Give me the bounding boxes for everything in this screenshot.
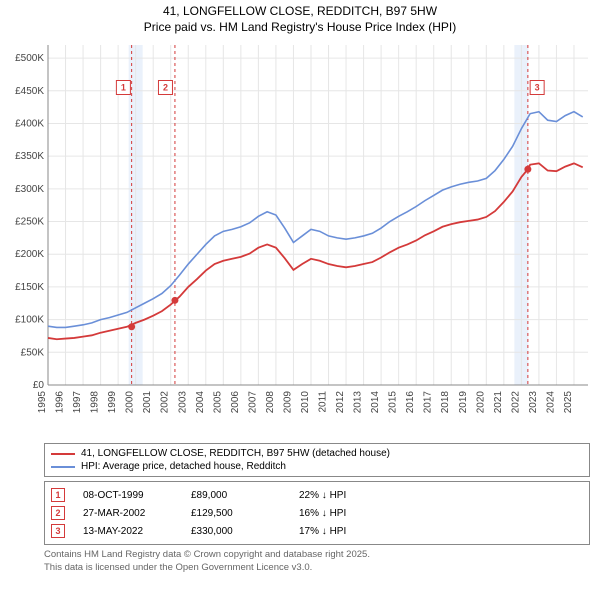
title-line1: 41, LONGFELLOW CLOSE, REDDITCH, B97 5HW <box>0 4 600 20</box>
marker-date: 13-MAY-2022 <box>83 526 173 537</box>
marker-badge: 1 <box>51 488 65 502</box>
svg-text:2017: 2017 <box>423 391 434 414</box>
svg-text:£350K: £350K <box>15 151 44 162</box>
svg-text:1996: 1996 <box>55 391 66 414</box>
svg-text:2005: 2005 <box>212 391 223 414</box>
footer-line1: Contains HM Land Registry data © Crown c… <box>44 549 590 561</box>
svg-text:2014: 2014 <box>370 391 381 414</box>
svg-text:2024: 2024 <box>545 391 556 414</box>
marker-price: £330,000 <box>191 526 281 537</box>
svg-text:2002: 2002 <box>160 391 171 414</box>
svg-text:2004: 2004 <box>195 391 206 414</box>
svg-text:2019: 2019 <box>458 391 469 414</box>
markers-table: 1 08-OCT-1999 £89,000 22% ↓ HPI 2 27-MAR-2002… <box>44 481 590 545</box>
marker-date: 27-MAR-2002 <box>83 508 173 519</box>
svg-text:2018: 2018 <box>440 391 451 414</box>
line-chart: £0 £50K £100K £150K £200K £250K £300K £350K £400… <box>10 39 590 437</box>
svg-text:2025: 2025 <box>563 391 574 414</box>
marker-row: 3 13-MAY-2022 £330,000 17% ↓ HPI <box>51 522 583 540</box>
svg-text:£500K: £500K <box>15 53 44 64</box>
svg-text:2020: 2020 <box>475 391 486 414</box>
svg-text:£150K: £150K <box>15 282 44 293</box>
svg-text:1998: 1998 <box>90 391 101 414</box>
svg-text:2011: 2011 <box>318 391 329 413</box>
svg-text:2016: 2016 <box>405 391 416 414</box>
marker-delta: 17% ↓ HPI <box>299 526 389 537</box>
marker-badge: 2 <box>51 506 65 520</box>
svg-text:1995: 1995 <box>37 391 48 414</box>
svg-text:£250K: £250K <box>15 217 44 228</box>
legend-swatch <box>51 466 75 468</box>
marker-row: 2 27-MAR-2002 £129,500 16% ↓ HPI <box>51 504 583 522</box>
svg-text:2012: 2012 <box>335 391 346 414</box>
svg-text:2013: 2013 <box>353 391 364 414</box>
svg-text:£450K: £450K <box>15 86 44 97</box>
svg-text:1997: 1997 <box>72 391 83 414</box>
marker-row: 1 08-OCT-1999 £89,000 22% ↓ HPI <box>51 486 583 504</box>
svg-text:2000: 2000 <box>125 391 136 414</box>
marker-delta: 22% ↓ HPI <box>299 490 389 501</box>
title-line2: Price paid vs. HM Land Registry's House … <box>0 20 600 36</box>
svg-text:£300K: £300K <box>15 184 44 195</box>
svg-text:2006: 2006 <box>230 391 241 414</box>
legend-swatch <box>51 453 75 455</box>
svg-text:2007: 2007 <box>247 391 258 414</box>
svg-text:£50K: £50K <box>21 347 45 358</box>
svg-text:£200K: £200K <box>15 249 44 260</box>
marker-price: £89,000 <box>191 490 281 501</box>
svg-text:1: 1 <box>121 83 126 93</box>
svg-text:2021: 2021 <box>493 391 504 414</box>
marker-delta: 16% ↓ HPI <box>299 508 389 519</box>
legend: 41, LONGFELLOW CLOSE, REDDITCH, B97 5HW … <box>44 443 590 477</box>
svg-text:2: 2 <box>163 83 168 93</box>
svg-text:2023: 2023 <box>528 391 539 414</box>
legend-row: HPI: Average price, detached house, Redd… <box>51 460 583 473</box>
svg-text:3: 3 <box>535 83 540 93</box>
svg-text:2022: 2022 <box>510 391 521 414</box>
marker-date: 08-OCT-1999 <box>83 490 173 501</box>
chart-area: £0 £50K £100K £150K £200K £250K £300K £350K £400… <box>10 39 590 437</box>
svg-text:£400K: £400K <box>15 119 44 130</box>
svg-text:£0: £0 <box>33 380 45 391</box>
svg-text:1999: 1999 <box>107 391 118 414</box>
svg-text:2010: 2010 <box>300 391 311 414</box>
svg-text:£100K: £100K <box>15 315 44 326</box>
svg-text:2008: 2008 <box>265 391 276 414</box>
footer-attribution: Contains HM Land Registry data © Crown c… <box>44 549 590 574</box>
marker-price: £129,500 <box>191 508 281 519</box>
chart-title: 41, LONGFELLOW CLOSE, REDDITCH, B97 5HW … <box>0 0 600 39</box>
legend-label: 41, LONGFELLOW CLOSE, REDDITCH, B97 5HW … <box>81 448 390 459</box>
svg-text:2015: 2015 <box>388 391 399 414</box>
svg-text:2001: 2001 <box>142 391 153 414</box>
svg-text:2009: 2009 <box>282 391 293 414</box>
svg-text:2003: 2003 <box>177 391 188 414</box>
footer-line2: This data is licensed under the Open Gov… <box>44 562 590 574</box>
legend-row: 41, LONGFELLOW CLOSE, REDDITCH, B97 5HW … <box>51 447 583 460</box>
legend-label: HPI: Average price, detached house, Redd… <box>81 461 286 472</box>
marker-badge: 3 <box>51 524 65 538</box>
